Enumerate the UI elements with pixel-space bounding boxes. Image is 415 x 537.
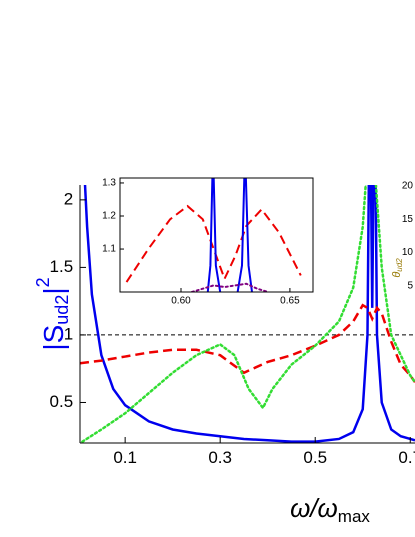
data-line: [206, 178, 254, 292]
x-tick-label: 0.5: [303, 448, 327, 467]
data-line: [80, 303, 415, 383]
x-tick-label: 0.7: [398, 448, 415, 467]
y-tick-label: 1: [64, 324, 73, 343]
x-tick-label: 0.65: [280, 296, 300, 307]
y2-tick-label: 10: [402, 247, 414, 258]
y2-label-main: θ: [391, 272, 403, 278]
y2-tick-label: 15: [402, 214, 414, 225]
y-label-main: |S: [38, 325, 69, 351]
x-axis-label: ω/ωmax: [290, 493, 370, 527]
y2-axis-label: θud2: [391, 258, 404, 278]
y-label-sup: 2: [33, 277, 53, 287]
y-tick-label: 2: [64, 189, 73, 208]
y2-label-sub: ud2: [395, 258, 404, 272]
y-label-bar: |: [38, 287, 69, 294]
data-line: [81, 185, 415, 443]
x-tick-label: 0.1: [113, 448, 137, 467]
plot-area: [125, 178, 302, 292]
x-tick-label: 0.3: [208, 448, 232, 467]
y2-tick-label: 5: [407, 280, 413, 291]
x-tick-label: 0.60: [171, 296, 191, 307]
y-tick-label: 1.5: [50, 257, 74, 276]
y-tick-label: 1.1: [102, 244, 116, 255]
y-tick-label: 1.3: [102, 178, 116, 189]
data-line: [125, 204, 302, 283]
y-tick-label: 1.2: [102, 211, 116, 222]
inset-frame: [119, 177, 314, 293]
y-label-sub: ud2: [52, 295, 72, 325]
y-tick-label: 0.5: [50, 392, 74, 411]
y2-tick-label: 20: [402, 181, 414, 192]
data-line: [190, 282, 270, 292]
y-axis-label: |Sud2|2: [33, 277, 72, 350]
x-label-main: ω/ω: [290, 493, 338, 523]
x-label-sub: max: [338, 507, 371, 526]
